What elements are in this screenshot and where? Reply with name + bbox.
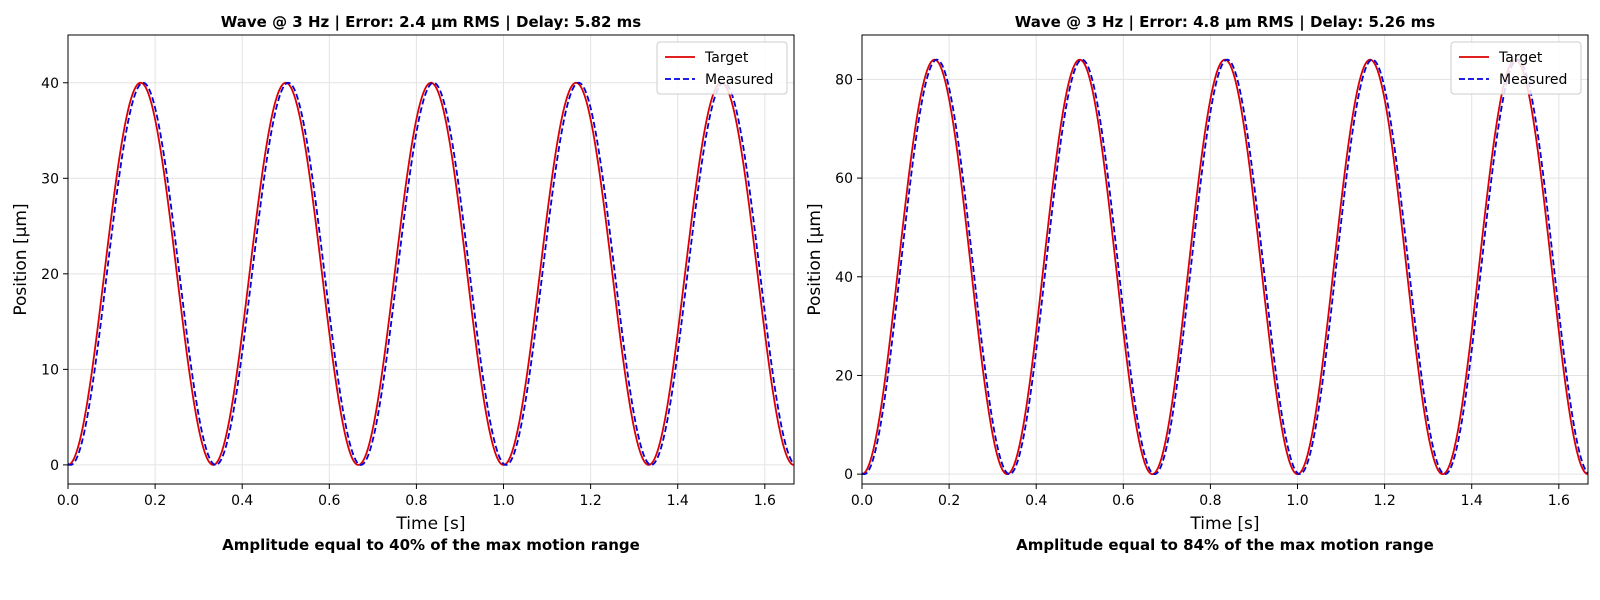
x-tick-label: 1.6 bbox=[1548, 493, 1570, 509]
x-axis-label: Time [s] bbox=[1189, 514, 1259, 534]
x-tick-label: 1.4 bbox=[667, 493, 689, 509]
x-tick-label: 1.0 bbox=[1286, 493, 1308, 509]
x-tick-label: 0.2 bbox=[938, 493, 960, 509]
y-tick-label: 0 bbox=[844, 467, 853, 483]
legend-label: Measured bbox=[705, 72, 773, 88]
plot-frame bbox=[861, 34, 1589, 485]
x-tick-label: 0.6 bbox=[1112, 493, 1134, 509]
x-tick-label: 0.0 bbox=[57, 493, 79, 509]
chart-title: Wave @ 3 Hz | Error: 2.4 µm RMS | Delay:… bbox=[221, 13, 642, 32]
legend: Target Measured bbox=[656, 41, 788, 95]
x-tick-label: 0.2 bbox=[144, 493, 166, 509]
chart-caption: Amplitude equal to 84% of the max motion… bbox=[1016, 536, 1434, 554]
x-tick-label: 0.0 bbox=[851, 493, 873, 509]
series-line-measured bbox=[68, 81, 794, 466]
chart-panel-1: Wave @ 3 Hz | Error: 2.4 µm RMS | Delay:… bbox=[11, 13, 795, 554]
x-tick-label: 1.6 bbox=[754, 493, 776, 509]
legend-label: Measured bbox=[1499, 72, 1567, 88]
x-tick-label: 0.8 bbox=[1199, 493, 1221, 509]
x-axis-label: Time [s] bbox=[395, 514, 465, 534]
x-tick-label: 1.4 bbox=[1461, 493, 1483, 509]
x-tick-label: 1.2 bbox=[1373, 493, 1395, 509]
x-tick-label: 0.8 bbox=[405, 493, 427, 509]
y-tick-label: 60 bbox=[835, 171, 853, 187]
x-tick-label: 1.0 bbox=[492, 493, 514, 509]
legend-label: Target bbox=[704, 50, 749, 66]
chart-panel-2: Wave @ 3 Hz | Error: 4.8 µm RMS | Delay:… bbox=[805, 13, 1589, 554]
legend-box bbox=[656, 41, 788, 95]
legend-label: Target bbox=[1498, 50, 1543, 66]
legend: Target Measured bbox=[1450, 41, 1582, 95]
y-tick-label: 0 bbox=[50, 458, 59, 474]
x-tick-label: 0.4 bbox=[231, 493, 253, 509]
chart-caption: Amplitude equal to 40% of the max motion… bbox=[222, 536, 640, 554]
series-line-target bbox=[862, 58, 1588, 476]
y-tick-label: 40 bbox=[835, 270, 853, 286]
y-axis-label: Position [µm] bbox=[805, 203, 825, 315]
y-tick-label: 80 bbox=[835, 72, 853, 88]
y-tick-label: 40 bbox=[41, 76, 59, 92]
y-tick-label: 30 bbox=[41, 171, 59, 187]
x-tick-label: 1.2 bbox=[579, 493, 601, 509]
plot-frame bbox=[67, 34, 795, 485]
legend-box bbox=[1450, 41, 1582, 95]
y-tick-label: 20 bbox=[41, 267, 59, 283]
y-tick-label: 20 bbox=[835, 368, 853, 384]
x-tick-label: 0.4 bbox=[1025, 493, 1047, 509]
y-tick-label: 10 bbox=[41, 362, 59, 378]
y-axis-label: Position [µm] bbox=[11, 203, 31, 315]
series-line-measured bbox=[862, 58, 1588, 476]
chart-title: Wave @ 3 Hz | Error: 4.8 µm RMS | Delay:… bbox=[1015, 13, 1436, 32]
x-tick-label: 0.6 bbox=[318, 493, 340, 509]
